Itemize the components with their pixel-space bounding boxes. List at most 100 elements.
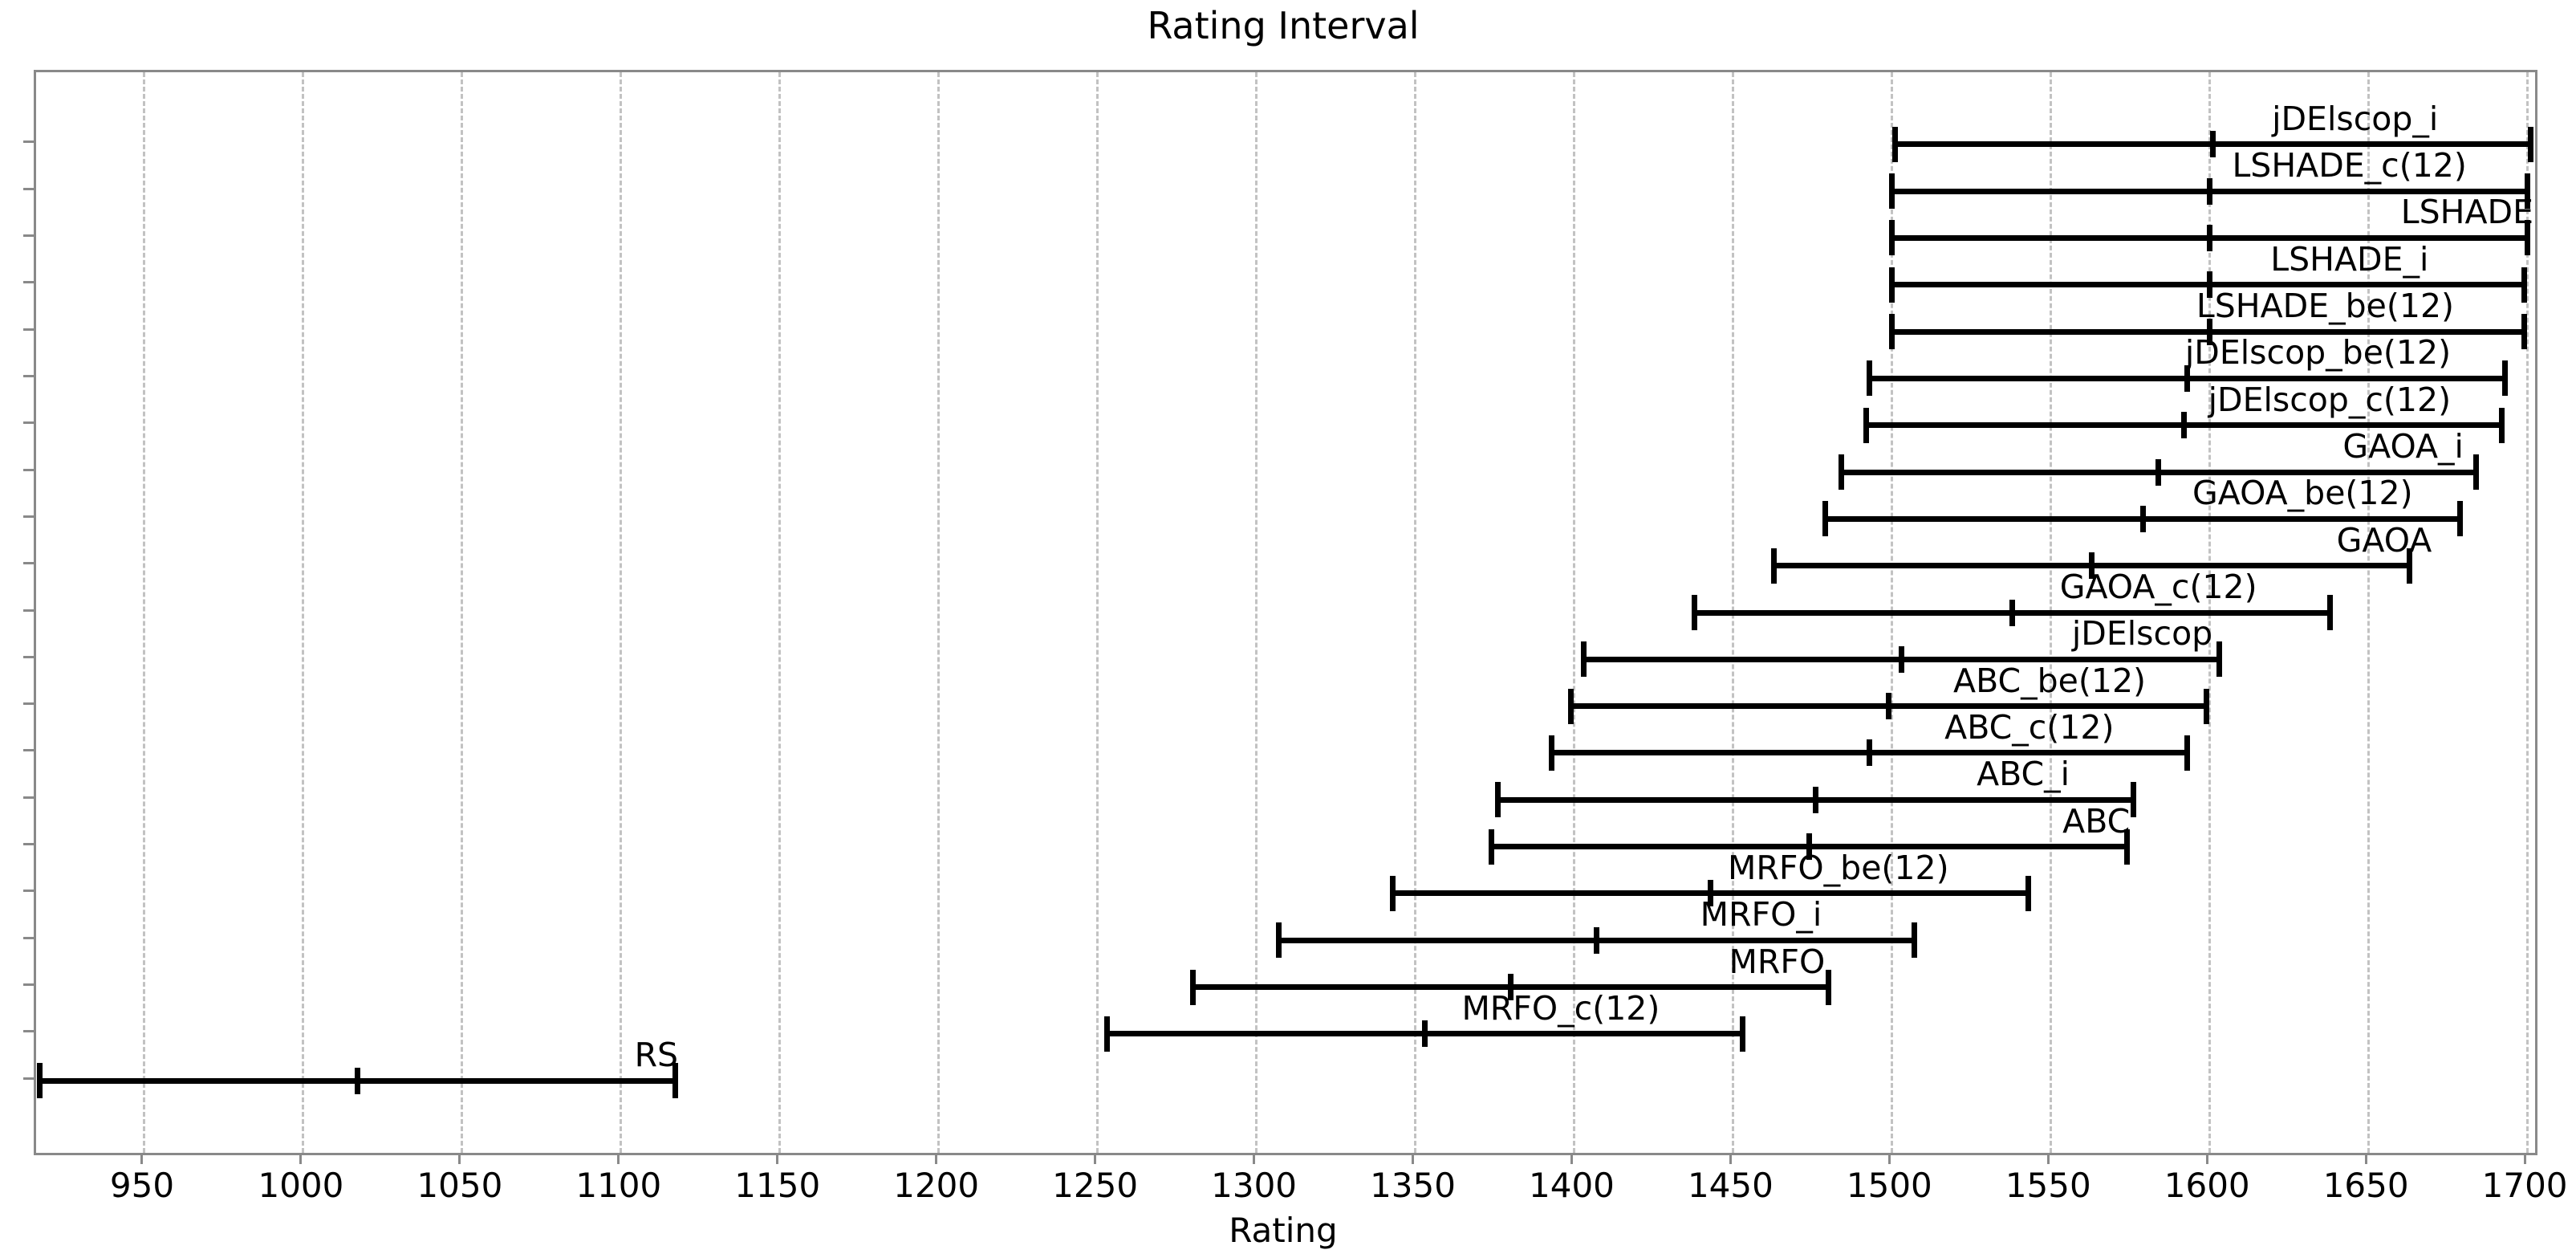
interval-low-cap bbox=[1867, 360, 1873, 397]
y-tick-mark bbox=[23, 562, 34, 565]
gridline bbox=[1414, 72, 1417, 1153]
interval-low-cap bbox=[1568, 688, 1574, 724]
interval-mid-tick bbox=[2089, 552, 2095, 580]
x-tick-label: 1400 bbox=[1529, 1166, 1615, 1205]
y-tick-mark bbox=[23, 796, 34, 799]
gridline bbox=[620, 72, 623, 1153]
interval-high-cap bbox=[2457, 501, 2464, 537]
interval-mid-tick bbox=[1867, 739, 1873, 767]
x-tick-mark bbox=[1253, 1153, 1256, 1164]
interval-low-cap bbox=[1888, 173, 1895, 210]
x-tick-label: 1550 bbox=[2005, 1166, 2091, 1205]
interval-low-cap bbox=[1390, 875, 1396, 911]
algorithm-label: LSHADE_c(12) bbox=[2232, 146, 2467, 185]
interval-high-cap bbox=[2524, 220, 2530, 256]
algorithm-label: GAOA bbox=[2336, 520, 2432, 560]
interval-mid-tick bbox=[2209, 131, 2216, 158]
interval-mid-tick bbox=[1507, 974, 1514, 1001]
y-tick-mark bbox=[23, 468, 34, 471]
y-tick-mark bbox=[23, 281, 34, 284]
y-tick-mark bbox=[23, 374, 34, 377]
interval-high-cap bbox=[2527, 126, 2533, 162]
x-tick-label: 1200 bbox=[893, 1166, 980, 1205]
y-tick-mark bbox=[23, 936, 34, 939]
x-tick-mark bbox=[2205, 1153, 2208, 1164]
algorithm-label: MRFO_i bbox=[1700, 895, 1822, 934]
x-tick-label: 1500 bbox=[1846, 1166, 1932, 1205]
y-tick-mark bbox=[23, 843, 34, 846]
interval-high-cap bbox=[2501, 360, 2508, 397]
interval-mid-tick bbox=[1812, 786, 1818, 813]
interval-low-cap bbox=[1888, 314, 1895, 350]
x-tick-label: 1600 bbox=[2164, 1166, 2250, 1205]
interval-mid-tick bbox=[1593, 926, 1599, 954]
algorithm-label: MRFO_be(12) bbox=[1727, 848, 1949, 887]
interval-mid-tick bbox=[2206, 271, 2212, 299]
interval-mid-tick bbox=[1898, 645, 1904, 673]
interval-high-cap bbox=[2184, 735, 2190, 771]
gridline bbox=[302, 72, 305, 1153]
algorithm-label: ABC_i bbox=[1977, 755, 2070, 794]
interval-low-cap bbox=[1692, 595, 1698, 630]
y-tick-mark bbox=[23, 515, 34, 518]
x-axis-label: Rating bbox=[1229, 1211, 1338, 1250]
y-tick-mark bbox=[23, 609, 34, 612]
y-tick-mark bbox=[23, 421, 34, 425]
y-tick-mark bbox=[23, 234, 34, 237]
interval-low-cap bbox=[1888, 220, 1895, 256]
interval-low-cap bbox=[36, 1063, 43, 1099]
interval-mid-tick bbox=[1708, 880, 1714, 907]
x-tick-mark bbox=[2364, 1153, 2367, 1164]
gridline bbox=[778, 72, 782, 1153]
algorithm-label: GAOA_i bbox=[2342, 427, 2464, 466]
chart-title: Rating Interval bbox=[1147, 4, 1420, 47]
gridline bbox=[143, 72, 146, 1153]
interval-low-cap bbox=[1489, 828, 1495, 865]
interval-high-cap bbox=[672, 1063, 678, 1099]
x-tick-mark bbox=[1094, 1153, 1097, 1164]
x-tick-mark bbox=[1729, 1153, 1732, 1164]
x-tick-label: 1700 bbox=[2481, 1166, 2568, 1205]
y-tick-mark bbox=[23, 1077, 34, 1080]
x-tick-label: 1050 bbox=[416, 1166, 503, 1205]
x-tick-label: 1250 bbox=[1052, 1166, 1139, 1205]
interval-high-cap bbox=[2473, 454, 2480, 490]
interval-mid-tick bbox=[2139, 505, 2146, 532]
y-tick-mark bbox=[23, 187, 34, 190]
algorithm-label: MRFO bbox=[1729, 942, 1826, 981]
y-tick-mark bbox=[23, 890, 34, 893]
algorithm-label: ABC bbox=[2062, 801, 2131, 841]
interval-low-cap bbox=[1580, 641, 1587, 678]
algorithm-label: ABC_c(12) bbox=[1944, 708, 2115, 747]
interval-low-cap bbox=[1838, 454, 1844, 490]
interval-low-cap bbox=[1863, 407, 1870, 443]
interval-high-cap bbox=[1739, 1016, 1745, 1052]
plot-area: jDElscop_i LSHADE_c(12) LSHADE LSHADE_i LSHA… bbox=[34, 70, 2537, 1155]
x-tick-label: 1300 bbox=[1211, 1166, 1298, 1205]
interval-mid-tick bbox=[2206, 224, 2212, 251]
interval-low-cap bbox=[1771, 548, 1778, 584]
interval-high-cap bbox=[2521, 314, 2527, 350]
interval-low-cap bbox=[1275, 922, 1282, 959]
interval-mid-tick bbox=[1885, 693, 1891, 720]
gridline bbox=[937, 72, 941, 1153]
interval-high-cap bbox=[2407, 548, 2413, 584]
interval-high-cap bbox=[2130, 782, 2136, 818]
x-tick-label: 950 bbox=[109, 1166, 175, 1205]
algorithm-label: RS bbox=[634, 1036, 679, 1075]
interval-mid-tick bbox=[354, 1067, 360, 1094]
algorithm-label: LSHADE_be(12) bbox=[2196, 287, 2455, 326]
gridline bbox=[2367, 72, 2370, 1153]
x-tick-mark bbox=[1570, 1153, 1573, 1164]
algorithm-label: jDElscop_c(12) bbox=[2208, 380, 2452, 419]
interval-high-cap bbox=[2521, 267, 2527, 303]
x-tick-mark bbox=[2523, 1153, 2526, 1164]
interval-low-cap bbox=[1549, 735, 1555, 771]
algorithm-label: MRFO_c(12) bbox=[1461, 988, 1660, 1028]
y-tick-mark bbox=[23, 702, 34, 706]
interval-low-cap bbox=[1189, 969, 1196, 1005]
gridline bbox=[461, 72, 464, 1153]
interval-high-cap bbox=[2216, 641, 2222, 678]
interval-low-cap bbox=[1494, 782, 1501, 818]
